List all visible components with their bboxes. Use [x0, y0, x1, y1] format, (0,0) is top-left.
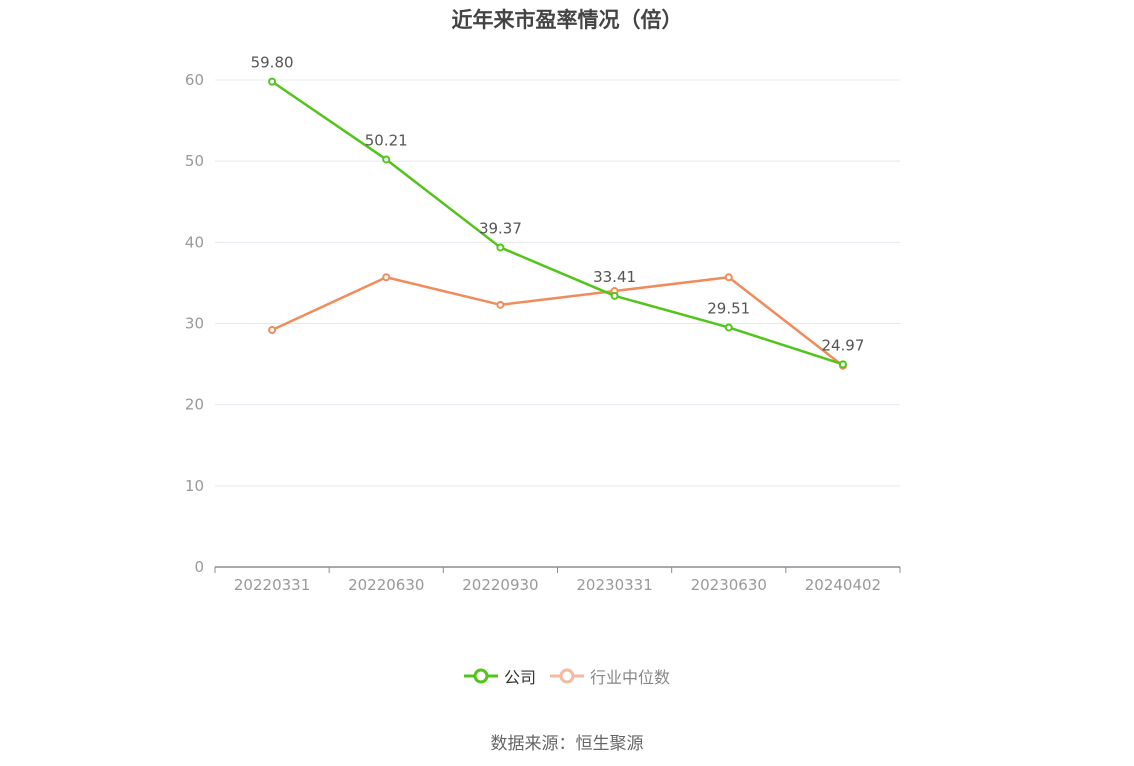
data-label: 29.51: [707, 299, 750, 317]
data-point-industry-median[interactable]: [724, 273, 733, 282]
series-line-company: [271, 80, 844, 366]
y-tick-label: 20: [185, 396, 204, 414]
y-tick-label: 60: [185, 71, 204, 89]
y-tick-label: 10: [185, 477, 204, 495]
legend-item-industry-median[interactable]: 行业中位数: [550, 664, 670, 688]
data-label: 24.97: [821, 336, 864, 354]
x-tick-label: 20220331: [234, 576, 310, 594]
data-point-company[interactable]: [724, 323, 733, 332]
x-axis-ticks: 20220331 20220630 20220930 20230331 20230630…: [214, 567, 901, 594]
legend: 公司 行业中位数: [0, 664, 1134, 688]
data-label: 50.21: [365, 131, 408, 149]
data-point-industry-median[interactable]: [496, 300, 505, 309]
x-tick-label: 20230630: [691, 576, 767, 594]
data-labels: 59.80 50.21 39.37 33.41 29.51 24.97: [251, 54, 865, 355]
x-tick-label: 20220630: [348, 576, 424, 594]
data-point-company[interactable]: [268, 77, 277, 86]
data-point-company[interactable]: [496, 243, 505, 252]
y-tick-label: 0: [194, 558, 204, 576]
legend-marker-industry-median-icon: [550, 668, 584, 684]
data-point-company[interactable]: [382, 155, 391, 164]
data-point-industry-median[interactable]: [382, 273, 391, 282]
data-label: 33.41: [593, 268, 636, 286]
y-tick-label: 50: [185, 152, 204, 170]
chart-title: 近年来市盈率情况（倍）: [451, 8, 683, 32]
legend-item-company[interactable]: 公司: [463, 664, 536, 688]
series-line-industry-median: [271, 275, 844, 367]
x-tick-label: 20220930: [462, 576, 538, 594]
y-tick-label: 40: [185, 233, 204, 251]
data-point-company[interactable]: [838, 360, 847, 369]
legend-marker-company-icon: [463, 668, 498, 684]
data-label: 39.37: [479, 219, 522, 237]
grid-lines: [215, 79, 900, 487]
x-tick-label: 20230331: [576, 576, 652, 594]
y-tick-label: 30: [185, 315, 204, 333]
legend-label-company: 公司: [503, 668, 536, 687]
data-point-company[interactable]: [610, 291, 619, 300]
y-axis-ticks: 0 10 20 30 40 50 60: [185, 71, 204, 576]
series-group: [268, 77, 847, 370]
x-tick-label: 20240402: [805, 576, 881, 594]
data-source-note: 数据来源：恒生聚源: [490, 734, 644, 754]
data-point-industry-median[interactable]: [268, 325, 277, 334]
data-label: 59.80: [251, 54, 294, 72]
legend-label-industry-median: 行业中位数: [590, 668, 671, 687]
